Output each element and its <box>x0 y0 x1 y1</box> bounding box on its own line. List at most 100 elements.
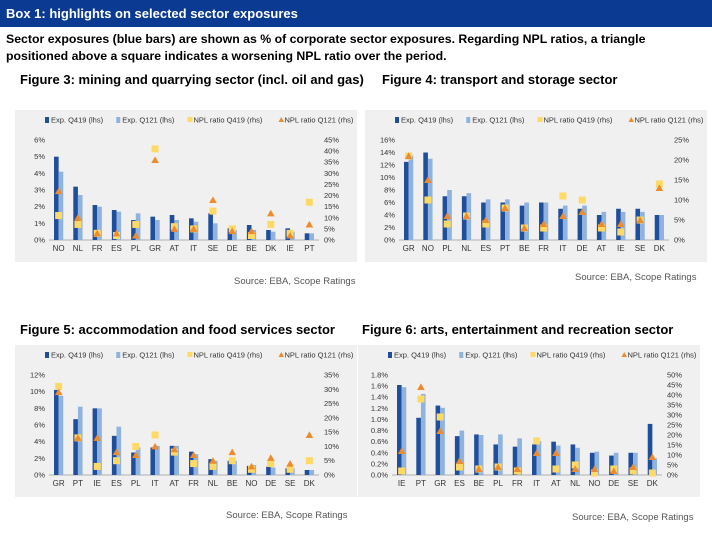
y-left-tick-label: 0% <box>384 236 395 245</box>
bar-exp-q121 <box>498 434 503 475</box>
x-tick-label: FR <box>538 244 549 253</box>
npl-q121-marker <box>131 231 140 239</box>
y-left-tick-label: 0.0% <box>371 471 388 480</box>
legend-swatch-1 <box>45 117 49 123</box>
y-right-tick-label: 35% <box>667 401 682 410</box>
bar-exp-q419 <box>500 202 506 240</box>
npl-q121-marker <box>494 463 502 470</box>
npl-q121-marker <box>151 442 159 450</box>
npl-q121-marker <box>247 227 256 235</box>
npl-q419-marker <box>248 232 255 240</box>
y-right-tick-label: 45% <box>324 136 339 145</box>
y-right-tick-label: 30% <box>667 411 682 420</box>
x-tick-label: IE <box>93 479 101 488</box>
legend-label-2: Exp. Q121 (lhs) <box>472 116 525 125</box>
y-left-tick-label: 14% <box>380 148 395 157</box>
x-tick-label: PL <box>131 244 141 253</box>
y-right-tick-label: 10% <box>674 196 689 205</box>
bar-exp-q419 <box>654 215 660 240</box>
bar-exp-q121 <box>97 408 102 475</box>
legend-marker-triangle <box>628 117 634 122</box>
x-tick-label: SE <box>285 479 296 488</box>
bar-exp-q121 <box>478 435 484 475</box>
bar-exp-q419 <box>416 417 421 475</box>
y-left-tick-label: 1.0% <box>371 415 388 424</box>
figure-3-chart: Exp. Q419 (lhs) Exp. Q121 (lhs) NPL ratio … <box>15 110 357 262</box>
npl-q419-marker <box>655 180 663 188</box>
legend-swatch-2 <box>116 352 121 358</box>
npl-q121-marker <box>189 451 198 458</box>
npl-q419-marker <box>629 467 637 475</box>
legend-marker-triangle <box>278 117 284 122</box>
npl-q121-marker <box>424 176 432 183</box>
x-tick-label: DE <box>577 244 588 253</box>
y-left-tick-label: 2% <box>34 454 45 463</box>
bar-exp-q419 <box>570 444 576 475</box>
legend-swatch-2 <box>116 117 121 123</box>
bar-exp-q419 <box>404 161 409 240</box>
figure-5-chart: Exp. Q419 (lhs) Exp. Q121 (lhs) NPL ratio … <box>15 345 357 497</box>
figure-6-plot: Exp. Q419 (lhs) Exp. Q121 (lhs) NPL ratio … <box>371 351 697 489</box>
npl-q121-marker <box>209 196 217 203</box>
bar-exp-q419 <box>397 385 402 475</box>
x-tick-label: AT <box>597 244 607 253</box>
npl-q121-marker <box>228 227 237 235</box>
npl-q121-marker <box>520 224 529 231</box>
npl-q419-marker <box>648 469 656 477</box>
bar-exp-q419 <box>111 210 117 240</box>
bar-exp-q419 <box>266 230 271 240</box>
y-right-tick-label: 10% <box>324 442 339 451</box>
bar-exp-q121 <box>613 452 619 475</box>
y-right-tick-label: 20% <box>324 413 339 422</box>
figure-6-title: Figure 6: arts, entertainment and recrea… <box>362 322 674 337</box>
x-tick-label: PT <box>73 479 83 488</box>
bar-exp-q121 <box>270 467 276 475</box>
bar-exp-q419 <box>493 444 499 475</box>
legend-label-1: Exp. Q419 (lhs) <box>394 351 447 360</box>
npl-q121-marker <box>539 220 548 227</box>
legend-marker-square <box>187 117 193 122</box>
x-tick-label: PL <box>442 244 452 253</box>
npl-q419-marker <box>190 460 198 468</box>
x-tick-label: NO <box>589 479 601 488</box>
npl-q121-marker <box>513 465 522 472</box>
bar-exp-q121 <box>232 230 237 240</box>
y-right-tick-label: 25% <box>667 421 682 430</box>
bar-exp-q419 <box>609 455 614 475</box>
legend-label-4: NPL ratio Q121 (rhs) <box>285 351 354 360</box>
npl-q121-marker <box>305 431 314 438</box>
bar-exp-q121 <box>555 445 561 475</box>
bar-exp-q419 <box>92 205 98 240</box>
x-tick-label: DK <box>647 479 659 488</box>
x-tick-label: NL <box>73 244 84 253</box>
legend-label-2: Exp. Q121 (lhs) <box>122 116 175 125</box>
y-left-tick-label: 4% <box>34 169 45 178</box>
y-right-tick-label: 15% <box>324 202 339 211</box>
npl-q121-marker <box>436 427 445 434</box>
y-left-tick-label: 6% <box>34 136 45 145</box>
npl-q121-marker <box>597 220 606 227</box>
legend-swatch-2 <box>466 117 471 123</box>
x-tick-label: DK <box>265 244 277 253</box>
y-right-tick-label: 20% <box>667 431 682 440</box>
y-right-tick-label: 0% <box>324 236 335 245</box>
npl-q419-marker <box>55 212 63 220</box>
figure-5-plot: Exp. Q419 (lhs) Exp. Q121 (lhs) NPL ratio … <box>30 351 354 489</box>
bar-exp-q419 <box>227 228 233 240</box>
npl-q419-marker <box>424 196 432 204</box>
x-tick-label: NL <box>208 479 219 488</box>
bar-exp-q419 <box>92 408 98 475</box>
bar-exp-q419 <box>54 390 59 475</box>
npl-q121-marker <box>417 383 425 390</box>
x-tick-label: FR <box>512 479 523 488</box>
y-left-tick-label: 12% <box>30 371 45 380</box>
bar-exp-q121 <box>155 445 160 475</box>
bar-exp-q121 <box>536 441 542 475</box>
y-right-tick-label: 10% <box>324 213 339 222</box>
y-right-tick-label: 35% <box>324 158 339 167</box>
x-tick-label: DK <box>654 244 666 253</box>
bar-exp-q419 <box>532 444 537 475</box>
npl-q121-marker <box>636 216 644 223</box>
x-tick-label: IE <box>617 244 625 253</box>
bar-exp-q121 <box>116 211 122 240</box>
